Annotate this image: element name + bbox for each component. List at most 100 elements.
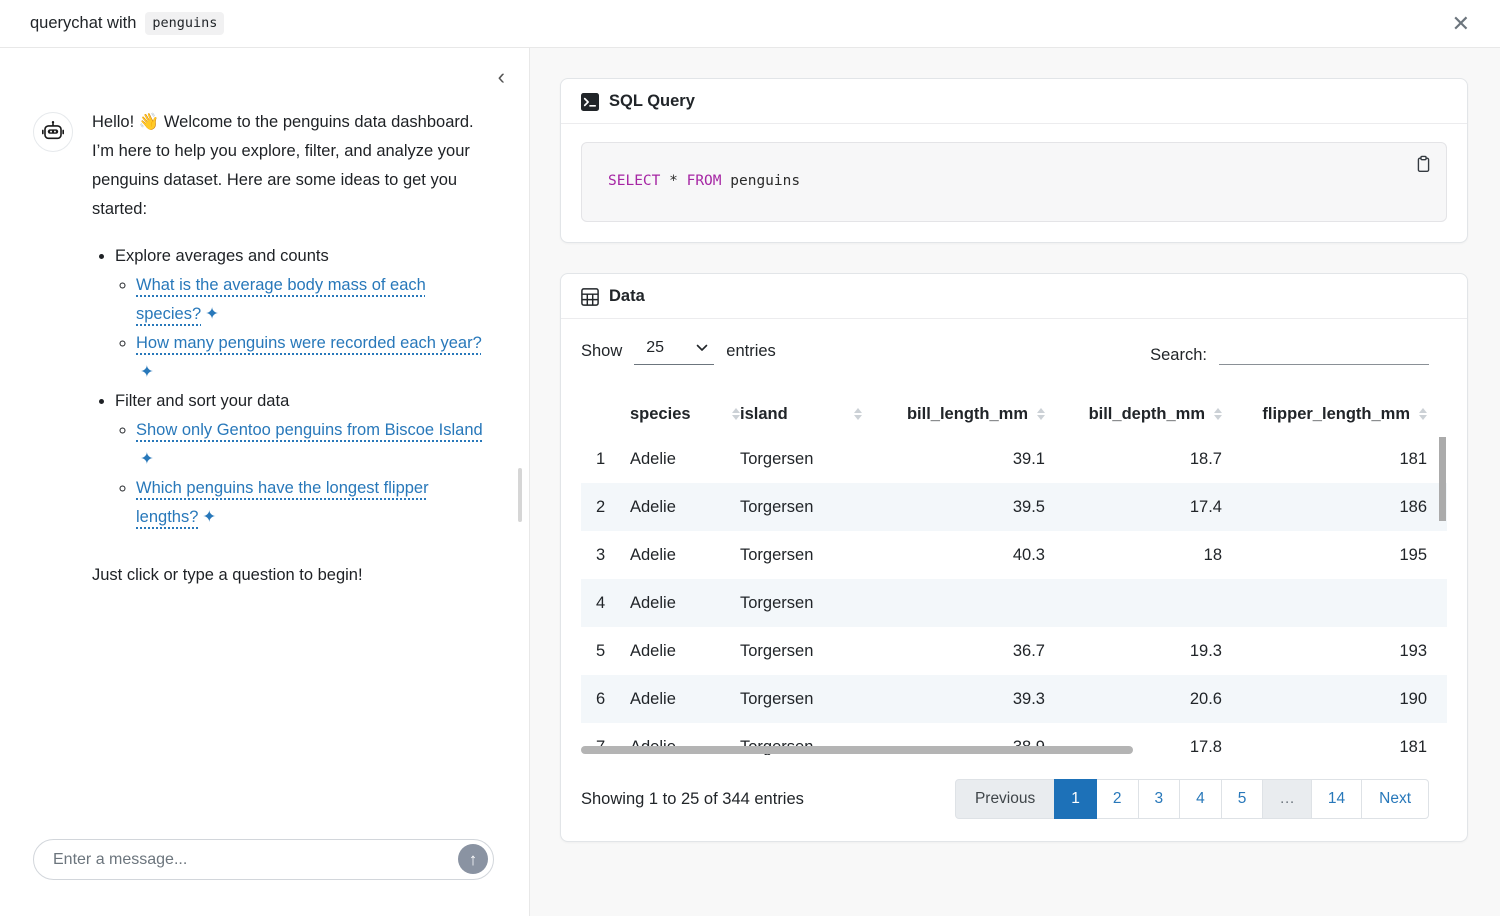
table-row[interactable]: 3 Adelie Torgersen 40.3 18 195 — [581, 531, 1447, 579]
chat-sidebar: ‹ Hello! 👋 Welcome to t — [0, 48, 530, 916]
column-header-bill-depth[interactable]: bill_depth_mm — [1045, 393, 1222, 435]
pagination: Previous 1 2 3 4 5 … 14 Next — [954, 779, 1447, 819]
cell-species: Adelie — [630, 497, 676, 516]
terminal-icon — [581, 92, 599, 111]
column-header-flipper-length[interactable]: flipper_length_mm — [1222, 393, 1447, 435]
suggestion-list: Explore averages and counts What is the … — [92, 242, 494, 532]
show-label: Show — [581, 341, 623, 360]
suggestion-topic-averages: Explore averages and counts What is the … — [115, 242, 494, 387]
column-header-island[interactable]: island — [740, 393, 862, 435]
cell-index: 4 — [596, 593, 606, 612]
page-button-4[interactable]: 4 — [1179, 779, 1222, 819]
cell-flipper-length: 181 — [1399, 449, 1427, 468]
cell-island: Torgersen — [740, 449, 814, 468]
main-layout: ‹ Hello! 👋 Welcome to t — [0, 48, 1500, 916]
search-label: Search: — [1150, 346, 1207, 364]
sparkle-icon: ✦ — [140, 450, 154, 468]
suggestion-link-longest-flippers[interactable]: Which penguins have the longest flipper … — [136, 479, 429, 526]
page-button-1[interactable]: 1 — [1054, 779, 1097, 819]
cell-island: Torgersen — [740, 497, 814, 516]
cell-bill-depth — [1045, 579, 1222, 627]
sql-code: SELECT * FROM penguins — [608, 173, 801, 189]
data-table: species island bill_length_mm bill_depth… — [581, 393, 1447, 755]
horizontal-scrollbar[interactable] — [581, 746, 1133, 754]
copy-button[interactable] — [1412, 152, 1435, 180]
column-header-bill-length[interactable]: bill_length_mm — [862, 393, 1045, 435]
message-input[interactable] — [33, 839, 494, 880]
sql-query-card-body: SELECT * FROM penguins — [561, 124, 1467, 242]
suggestion-topic-filter-sort: Filter and sort your data Show only Gent… — [115, 387, 494, 532]
cell-bill-depth: 17.8 — [1189, 737, 1222, 756]
sql-query-card-header: SQL Query — [561, 79, 1467, 124]
page-button-3[interactable]: 3 — [1137, 779, 1181, 819]
sort-icon — [1037, 408, 1045, 420]
table-row[interactable]: 5 Adelie Torgersen 36.7 19.3 193 — [581, 627, 1447, 675]
cell-bill-length: 39.5 — [1012, 497, 1045, 516]
table-info: Showing 1 to 25 of 344 entries — [581, 789, 804, 808]
search-input[interactable] — [1219, 339, 1429, 365]
sql-query-card: SQL Query SELECT * FROM penguins — [560, 78, 1468, 243]
page-button-14[interactable]: 14 — [1310, 779, 1363, 819]
cell-species: Adelie — [630, 449, 676, 468]
chat-outro-text: Just click or type a question to begin! — [92, 566, 363, 584]
send-button[interactable]: ↑ — [458, 844, 488, 874]
sort-icon — [732, 408, 740, 420]
previous-page-button[interactable]: Previous — [954, 779, 1056, 819]
sql-code-block: SELECT * FROM penguins — [581, 142, 1447, 222]
cell-island: Torgersen — [740, 689, 814, 708]
table-footer: Showing 1 to 25 of 344 entries Previous … — [581, 779, 1447, 819]
cell-species: Adelie — [630, 593, 676, 612]
cell-flipper-length: 193 — [1399, 641, 1427, 660]
sort-icon — [854, 408, 862, 420]
suggestion-link-count-per-year[interactable]: How many penguins were recorded each yea… — [136, 334, 482, 381]
table-controls: Show 25 entries Search: — [581, 337, 1447, 365]
cell-bill-depth: 20.6 — [1189, 689, 1222, 708]
collapse-sidebar-button[interactable]: ‹ — [490, 60, 513, 94]
column-header-species[interactable]: species — [630, 393, 740, 435]
cell-species: Adelie — [630, 689, 676, 708]
clipboard-icon — [1417, 155, 1430, 172]
app-title: querychat with penguins — [30, 12, 225, 35]
table-row[interactable]: 6 Adelie Torgersen 39.3 20.6 190 — [581, 675, 1447, 723]
next-page-button[interactable]: Next — [1361, 779, 1429, 819]
chat-messages-area[interactable]: Hello! 👋 Welcome to the penguins data da… — [0, 48, 529, 839]
page-button-2[interactable]: 2 — [1095, 779, 1139, 819]
cell-index: 5 — [596, 641, 606, 660]
sparkle-icon: ✦ — [202, 508, 217, 526]
table-row[interactable]: 2 Adelie Torgersen 39.5 17.4 186 — [581, 483, 1447, 531]
chat-input-row: ↑ — [0, 839, 529, 916]
dataset-chip: penguins — [145, 12, 225, 35]
app-title-text: querychat with — [30, 14, 137, 32]
sql-query-title: SQL Query — [609, 92, 695, 110]
search-control: Search: — [1150, 339, 1447, 365]
data-card: Data Show 25 entries Search: — [560, 273, 1468, 842]
cell-bill-length — [862, 579, 1045, 627]
cell-island: Torgersen — [740, 593, 814, 612]
table-icon — [581, 287, 599, 306]
sparkle-icon: ✦ — [205, 305, 219, 323]
sparkle-icon: ✦ — [140, 363, 154, 381]
table-row[interactable]: 4 Adelie Torgersen — [581, 579, 1447, 627]
cell-flipper-length: 181 — [1399, 737, 1427, 756]
close-button[interactable]: ✕ — [1448, 9, 1474, 39]
cell-index: 2 — [596, 497, 606, 516]
cell-island: Torgersen — [740, 641, 814, 660]
cell-flipper-length: 190 — [1399, 689, 1427, 708]
send-icon: ↑ — [468, 849, 478, 869]
vertical-scrollbar[interactable] — [1439, 437, 1446, 521]
list-item: Which penguins have the longest flipper … — [136, 474, 494, 532]
page-size-select[interactable]: 25 — [634, 337, 715, 365]
table-scroll-area: species island bill_length_mm bill_depth… — [581, 393, 1447, 755]
cell-flipper-length — [1222, 579, 1447, 627]
list-item: Show only Gentoo penguins from Biscoe Is… — [136, 416, 494, 474]
suggestion-link-gentoo-biscoe[interactable]: Show only Gentoo penguins from Biscoe Is… — [136, 421, 483, 468]
chevron-down-icon — [696, 344, 708, 351]
suggestion-link-avg-body-mass[interactable]: What is the average body mass of each sp… — [136, 276, 426, 323]
cell-bill-length: 39.1 — [1012, 449, 1045, 468]
chat-message: Hello! 👋 Welcome to the penguins data da… — [33, 108, 509, 590]
table-row[interactable]: 1 Adelie Torgersen 39.1 18.7 181 — [581, 435, 1447, 483]
column-header-index — [581, 393, 630, 435]
page-button-5[interactable]: 5 — [1220, 779, 1264, 819]
chat-scrollbar[interactable] — [518, 468, 522, 522]
sort-icon — [1214, 408, 1222, 420]
